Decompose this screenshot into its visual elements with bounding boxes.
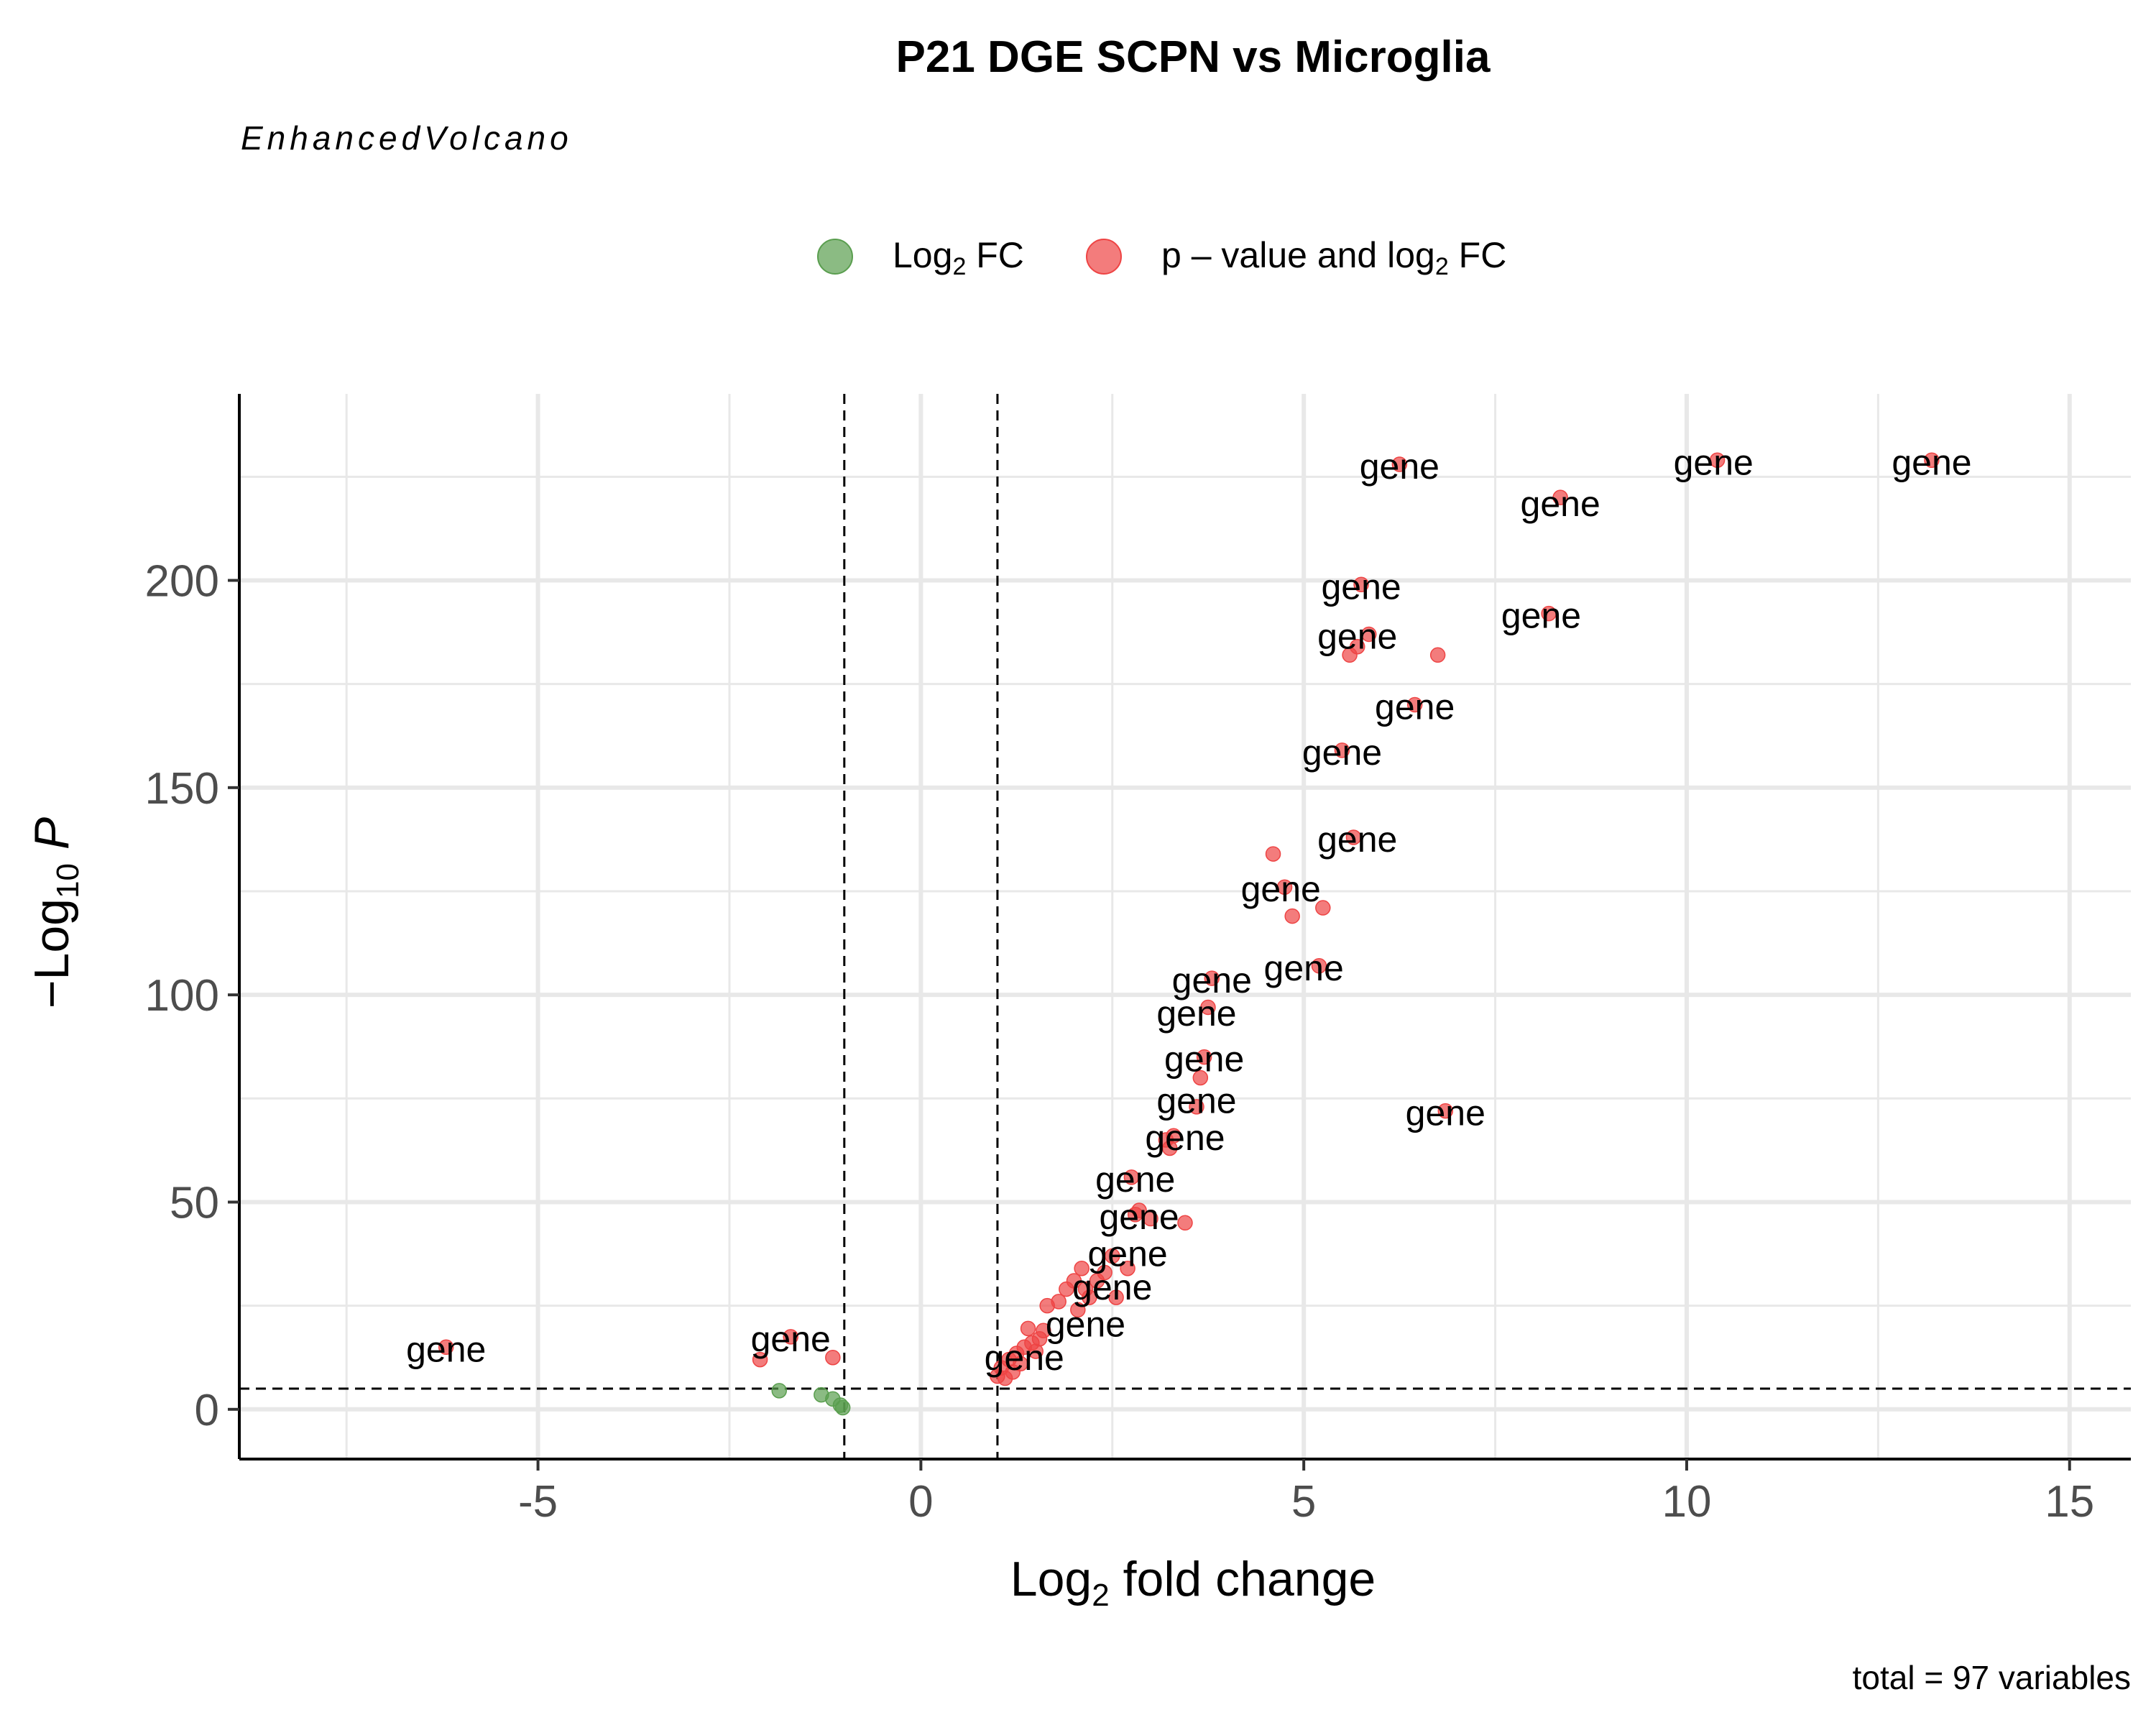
gene-labels: gene gene genegenegenegenegenegenegenegene… [406,442,1971,1378]
x-tick-label: 10 [1662,1477,1711,1527]
data-point [1334,742,1350,758]
cutoff-lines [239,394,2131,1459]
gene-label: gene [1501,596,1581,636]
gene-label: gene [1360,446,1439,487]
gene-label: gene [1892,442,1971,482]
legend-key-pvalue_and_log2fc [1086,239,1122,275]
data-point [1437,1103,1454,1119]
data-point [1143,1210,1158,1227]
y-tick-label: 0 [195,1386,219,1435]
gene-label: gene [1145,1118,1225,1158]
chart-subtitle: EnhancedVolcano [241,119,573,157]
data-point [1204,970,1220,986]
data-point [771,1383,787,1399]
data-point [1131,1202,1147,1218]
y-tick-label: 150 [145,764,219,814]
data-point [1265,846,1281,862]
data-point [1353,576,1369,593]
data-point [1070,1302,1086,1318]
gene-label: gene [1087,1234,1167,1274]
data-point [1066,1273,1082,1289]
data-point [1391,456,1408,472]
data-point [1189,1099,1204,1115]
gene-label: gene [1046,1305,1125,1345]
gene-label: gene [1321,566,1401,607]
data-point [1074,1260,1089,1276]
gene-label: gene [1317,819,1397,860]
axes [238,394,2131,1460]
data-point [1709,452,1726,469]
data-point [1177,1215,1193,1231]
gene-label: gene [1072,1267,1152,1307]
caption: total = 97 variables [1853,1659,2131,1696]
gene-label: gene [1099,1197,1179,1237]
chart-title: P21 DGE SCPN vs Microglia [896,32,1491,82]
data-point [752,1351,768,1368]
legend: Log2 FC p – value and log2 FC [817,235,1506,280]
gene-label: gene [1302,732,1382,773]
data-point [1924,452,1940,469]
gene-label: gene [985,1338,1064,1378]
data-point [1552,489,1568,505]
x-axis-title: Log2 fold change [1010,1552,1376,1613]
gene-label: gene [1164,1039,1244,1080]
gene-label: gene [751,1319,831,1359]
data-point [1020,1320,1036,1337]
data-point [783,1329,798,1345]
data-point [1196,1049,1212,1065]
gene-label: gene [1674,442,1754,482]
x-tick-label: 5 [1291,1477,1316,1527]
gene-label: gene [1241,869,1321,909]
gene-label: gene [1317,616,1397,656]
data-point [1036,1322,1051,1338]
data-point [1166,1128,1181,1144]
x-tick-label: 0 [908,1477,933,1527]
data-point [438,1339,454,1356]
gene-label: gene [1264,948,1344,988]
y-tick-label: 200 [145,556,219,606]
x-tick-label: 15 [2045,1477,2094,1527]
grid-lines [239,394,2131,1459]
data-point [1541,605,1557,622]
data-points [438,452,1940,1416]
data-point [1097,1264,1112,1281]
data-point [1105,1248,1120,1264]
data-point [1192,1070,1209,1086]
data-point [1315,900,1331,916]
data-point [1360,626,1377,643]
gene-label: gene [1095,1159,1175,1200]
y-tick-label: 100 [145,971,219,1021]
gene-label: gene [1156,1080,1236,1121]
legend-key-log2fc [817,239,853,275]
data-point [1051,1294,1067,1310]
y-tick-label: 50 [170,1178,219,1228]
data-point [1429,647,1446,663]
data-point [1200,999,1216,1016]
data-point [1345,829,1362,845]
x-tick-label: -5 [518,1477,558,1527]
legend-label-log2fc: Log2 FC [893,235,1024,280]
data-point [1311,958,1327,974]
data-point [834,1399,851,1416]
gene-label: gene [406,1329,486,1369]
data-point [1120,1260,1135,1276]
data-point [1284,908,1300,924]
data-point [825,1349,841,1366]
data-point [1123,1169,1140,1185]
data-point [1406,696,1423,713]
gene-label: gene [1172,960,1252,1000]
data-point [1013,1356,1028,1372]
gene-label: gene [1406,1093,1485,1133]
legend-label-pvalue_and_log2fc: p – value and log2 FC [1161,235,1506,280]
gene-label: gene [1156,993,1236,1034]
data-point [1276,879,1293,895]
data-point [1350,639,1365,655]
data-point [1108,1289,1124,1305]
y-axis-title: −Log10 P [24,817,86,1008]
gene-label: gene [1521,484,1600,524]
data-point [1082,1289,1097,1305]
gene-label: gene [1375,686,1455,727]
